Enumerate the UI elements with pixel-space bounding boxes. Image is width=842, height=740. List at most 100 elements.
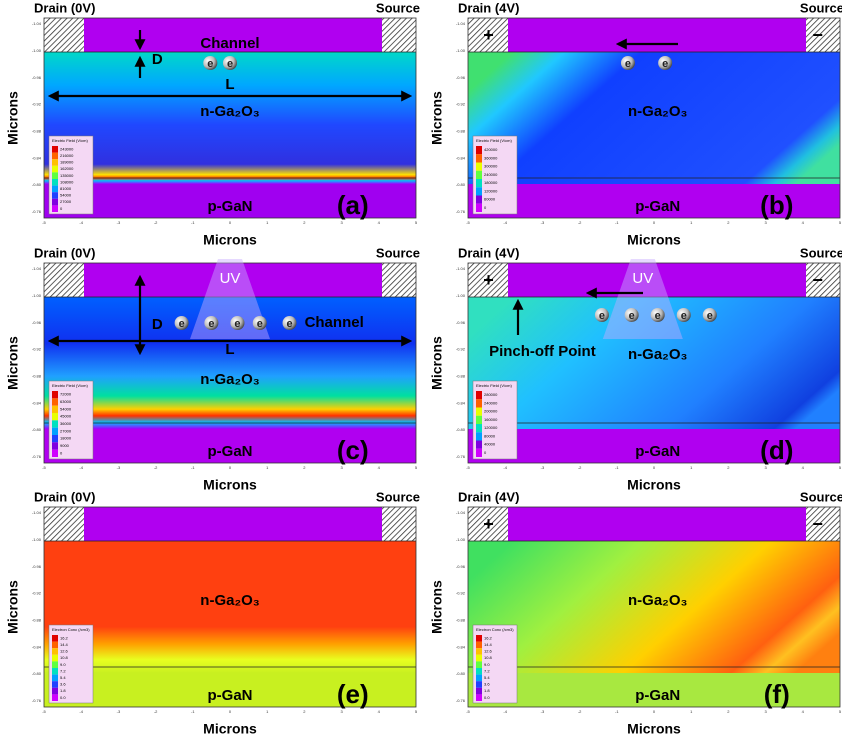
legend-value: 80000 (484, 433, 496, 438)
y-tick-label: -0.96 (456, 320, 466, 325)
legend-swatch (52, 179, 58, 186)
legend-value: 40000 (484, 442, 496, 447)
x-tick-label: -1 (615, 220, 619, 225)
legend-value: 3.6 (484, 682, 490, 687)
y-tick-label: -0.88 (456, 128, 466, 133)
y-tick-label: -0.96 (32, 564, 42, 569)
panel: -1.04-1.00-0.96-0.92-0.88-0.84-0.80-0.76… (429, 0, 842, 247)
polarity-label: − (812, 514, 823, 534)
panel: -1.04-1.00-0.96-0.92-0.88-0.84-0.80-0.76… (429, 489, 842, 736)
x-tick-label: 2 (727, 220, 730, 225)
drain-label: Drain (0V) (34, 0, 95, 15)
panel: -1.04-1.00-0.96-0.92-0.88-0.84-0.80-0.76… (429, 245, 842, 492)
legend-swatch (476, 661, 482, 668)
legend-swatch (476, 635, 482, 642)
x-tick-label: -5 (466, 709, 470, 714)
drain-contact (44, 18, 84, 52)
legend-swatch (476, 163, 482, 171)
x-tick-label: -4 (79, 709, 83, 714)
legend-swatch (52, 398, 58, 405)
electron-label: e (681, 310, 687, 322)
y-tick-label: -1.04 (456, 21, 466, 26)
x-tick-label: 1 (690, 465, 693, 470)
x-tick-label: 2 (303, 709, 306, 714)
y-tick-label: -0.84 (32, 400, 42, 405)
legend-title: Electric Field (V/cm) (52, 383, 88, 388)
annotation: Channel (200, 35, 259, 52)
legend-swatch (52, 186, 58, 193)
x-tick-label: 2 (727, 709, 730, 714)
legend-value: 54000 (60, 193, 72, 198)
x-tick-label: 2 (303, 465, 306, 470)
legend-swatch (476, 171, 482, 179)
legend-value: 120000 (484, 425, 498, 430)
legend-swatch (476, 146, 482, 154)
annotation: D (152, 316, 163, 333)
legend-swatch (476, 681, 482, 688)
y-tick-label: -0.84 (456, 155, 466, 160)
legend-swatch (52, 694, 58, 701)
y-axis-title: Microns (429, 336, 445, 390)
source-contact (382, 263, 416, 297)
annotation: D (152, 51, 163, 68)
legend-value: 5.4 (484, 675, 490, 680)
drain-label: Drain (0V) (34, 489, 95, 504)
legend-swatch (52, 199, 58, 206)
x-tick-label: -3 (117, 709, 121, 714)
electron-label: e (179, 318, 185, 330)
panel-label: (c) (337, 435, 369, 465)
x-tick-label: 1 (690, 709, 693, 714)
x-tick-label: 0 (229, 709, 232, 714)
legend-swatch (52, 642, 58, 649)
y-tick-label: -1.04 (32, 510, 42, 515)
x-tick-label: -2 (578, 465, 582, 470)
x-tick-label: -2 (154, 220, 158, 225)
x-axis-title: Microns (203, 232, 257, 248)
x-tick-label: -5 (466, 465, 470, 470)
y-tick-label: -1.00 (456, 293, 466, 298)
legend-swatch (52, 166, 58, 173)
x-tick-label: 5 (839, 220, 842, 225)
y-tick-label: -0.76 (32, 454, 42, 459)
source-contact (806, 263, 840, 297)
legend-swatch (476, 179, 482, 187)
x-tick-label: -2 (578, 220, 582, 225)
y-tick-label: -0.76 (456, 209, 466, 214)
polarity-label: − (812, 25, 823, 45)
legend-swatch (52, 172, 58, 179)
legend-title: Electron Conc (/cm3) (476, 627, 514, 632)
drain-contact (44, 263, 84, 297)
legend-swatch (476, 391, 482, 399)
panel: -1.04-1.00-0.96-0.92-0.88-0.84-0.80-0.76… (5, 489, 420, 736)
y-tick-label: -0.92 (456, 347, 466, 352)
legend-value: 27000 (60, 428, 72, 433)
annotation: p-GaN (635, 443, 680, 460)
x-tick-label: 5 (839, 465, 842, 470)
electron-label: e (625, 58, 631, 70)
source-label: Source (800, 489, 842, 504)
electron-label: e (662, 58, 668, 70)
y-tick-label: -1.04 (32, 21, 42, 26)
legend-swatch (476, 694, 482, 701)
legend-value: 243000 (60, 146, 74, 151)
legend-swatch (52, 205, 58, 212)
legend-value: 160000 (484, 417, 498, 422)
legend-swatch (52, 391, 58, 398)
legend-value: 12.6 (60, 649, 69, 654)
x-tick-label: -3 (541, 220, 545, 225)
annotation: n-Ga₂O₃ (200, 592, 260, 609)
annotation: n-Ga₂O₃ (628, 592, 688, 609)
panel-label: (d) (760, 435, 793, 465)
y-tick-label: -0.88 (32, 373, 42, 378)
legend-swatch (476, 399, 482, 407)
legend-value: 189000 (60, 160, 74, 165)
y-tick-label: -0.96 (32, 75, 42, 80)
annotation: L (225, 76, 234, 93)
legend-value: 7.2 (484, 668, 490, 673)
source-label: Source (800, 245, 842, 260)
legend-value: 9.0 (484, 662, 490, 667)
y-tick-label: -0.80 (456, 182, 466, 187)
y-tick-label: -0.96 (456, 75, 466, 80)
source-label: Source (376, 0, 420, 15)
uv-label: UV (220, 270, 241, 287)
